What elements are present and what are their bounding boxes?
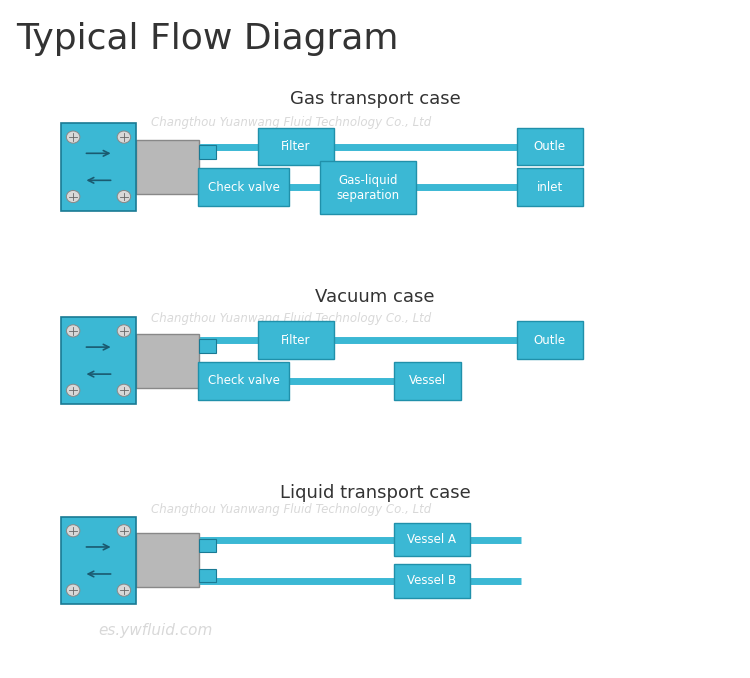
Text: Gas transport case: Gas transport case xyxy=(290,90,460,108)
Circle shape xyxy=(67,191,80,203)
FancyBboxPatch shape xyxy=(136,334,200,388)
FancyBboxPatch shape xyxy=(258,127,334,165)
FancyBboxPatch shape xyxy=(200,145,216,159)
FancyBboxPatch shape xyxy=(136,140,200,194)
Text: Vessel: Vessel xyxy=(409,374,446,387)
FancyBboxPatch shape xyxy=(200,539,216,553)
Text: Changthou Yuanwang Fluid Technology Co., Ltd: Changthou Yuanwang Fluid Technology Co.,… xyxy=(151,313,431,325)
FancyBboxPatch shape xyxy=(517,127,583,165)
FancyBboxPatch shape xyxy=(517,321,583,359)
FancyBboxPatch shape xyxy=(200,369,216,382)
FancyBboxPatch shape xyxy=(200,569,216,582)
Text: Outle: Outle xyxy=(534,334,566,347)
Circle shape xyxy=(67,325,80,337)
FancyBboxPatch shape xyxy=(200,175,216,188)
FancyBboxPatch shape xyxy=(320,161,416,214)
FancyBboxPatch shape xyxy=(136,534,200,587)
Circle shape xyxy=(67,384,80,397)
FancyBboxPatch shape xyxy=(394,564,470,597)
Circle shape xyxy=(67,131,80,143)
FancyBboxPatch shape xyxy=(517,168,583,206)
FancyBboxPatch shape xyxy=(394,362,461,400)
FancyBboxPatch shape xyxy=(62,317,136,405)
Text: Liquid transport case: Liquid transport case xyxy=(280,484,470,502)
Text: Typical Flow Diagram: Typical Flow Diagram xyxy=(16,22,399,56)
Circle shape xyxy=(117,525,130,537)
Circle shape xyxy=(117,584,130,596)
Text: Vacuum case: Vacuum case xyxy=(315,288,435,306)
Text: Filter: Filter xyxy=(281,140,310,153)
Circle shape xyxy=(117,131,130,143)
Circle shape xyxy=(117,191,130,203)
Circle shape xyxy=(67,584,80,596)
FancyBboxPatch shape xyxy=(200,339,216,353)
Text: Vessel B: Vessel B xyxy=(407,574,456,587)
Circle shape xyxy=(117,325,130,337)
FancyBboxPatch shape xyxy=(394,523,470,557)
FancyBboxPatch shape xyxy=(198,362,289,400)
Text: Check valve: Check valve xyxy=(208,374,280,387)
FancyBboxPatch shape xyxy=(62,123,136,211)
FancyBboxPatch shape xyxy=(258,321,334,359)
Text: Filter: Filter xyxy=(281,334,310,347)
Text: Vessel A: Vessel A xyxy=(407,533,456,546)
FancyBboxPatch shape xyxy=(62,517,136,604)
Text: Outle: Outle xyxy=(534,140,566,153)
Circle shape xyxy=(117,384,130,397)
FancyBboxPatch shape xyxy=(198,168,289,206)
Text: Changthou Yuanwang Fluid Technology Co., Ltd: Changthou Yuanwang Fluid Technology Co.,… xyxy=(151,502,431,516)
Text: Gas-liquid
separation: Gas-liquid separation xyxy=(337,174,400,202)
Text: Changthou Yuanwang Fluid Technology Co., Ltd: Changthou Yuanwang Fluid Technology Co.,… xyxy=(151,117,431,129)
Text: es.ywfluid.com: es.ywfluid.com xyxy=(98,623,213,638)
Text: Check valve: Check valve xyxy=(208,180,280,194)
Text: inlet: inlet xyxy=(537,180,563,194)
Circle shape xyxy=(67,525,80,537)
